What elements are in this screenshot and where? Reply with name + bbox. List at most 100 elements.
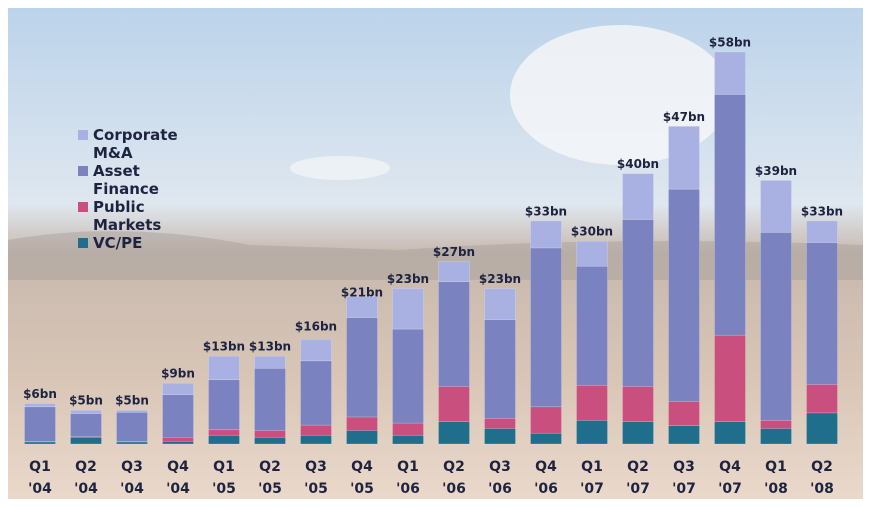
value-label: $47bn: [663, 110, 705, 124]
legend-item: Asset Finance: [78, 162, 188, 198]
value-label: $5bn: [115, 394, 149, 408]
x-tick-label: Q3: [121, 459, 143, 475]
bar-segment: [116, 441, 148, 445]
bar-segment: [484, 319, 516, 419]
bar-segment: [438, 281, 470, 387]
bar-segment: [438, 421, 470, 445]
x-tick-label: Q1: [581, 459, 603, 475]
legend-swatch: [78, 130, 88, 140]
legend-swatch: [78, 202, 88, 212]
bar-segment: [806, 384, 838, 414]
value-label: $23bn: [387, 272, 429, 286]
legend-label: VC/PE: [93, 234, 143, 252]
x-tick-label: Q1: [397, 459, 419, 475]
bar-segment: [162, 382, 194, 395]
bar-segment: [484, 288, 516, 320]
x-tick-label: Q3: [489, 459, 511, 475]
x-tick-label: Q4: [351, 459, 373, 475]
bar-segment: [530, 220, 562, 249]
value-label: $16bn: [295, 319, 337, 333]
bar-segment: [24, 403, 56, 408]
bar-segment: [254, 368, 286, 431]
value-label: $58bn: [709, 35, 751, 49]
x-tick-label: '08: [764, 481, 788, 497]
bar-segment: [760, 428, 792, 445]
value-label: $27bn: [433, 245, 475, 259]
x-tick-label: Q4: [167, 459, 189, 475]
bar-segment: [116, 409, 148, 413]
x-tick-label: '05: [350, 481, 374, 497]
x-tick-label: '07: [672, 481, 696, 497]
value-label: $33bn: [525, 204, 567, 218]
bar-segment: [576, 420, 608, 445]
legend-label: Corporate M&A: [93, 126, 178, 162]
value-label: $5bn: [69, 394, 103, 408]
bar-segment: [622, 421, 654, 445]
bar-segment: [254, 430, 286, 438]
bar-segment: [438, 386, 470, 422]
bar-segment: [668, 126, 700, 190]
bar-segment: [346, 430, 378, 445]
legend: Corporate M&A Asset Finance Public Markets…: [78, 126, 188, 252]
value-label: $39bn: [755, 164, 797, 178]
bar-segment: [392, 288, 424, 330]
bar-segment: [208, 434, 240, 445]
x-tick-label: '05: [304, 481, 328, 497]
bar-segment: [24, 406, 56, 442]
value-label: $30bn: [571, 225, 613, 239]
bar-segment: [530, 406, 562, 434]
value-label: $9bn: [161, 367, 195, 381]
value-label: $13bn: [249, 340, 291, 354]
legend-item: VC/PE: [78, 234, 188, 252]
x-tick-label: '07: [626, 481, 650, 497]
bar-segment: [668, 188, 700, 402]
bar-segment: [806, 242, 838, 385]
value-label: $23bn: [479, 272, 521, 286]
bar-segment: [392, 328, 424, 424]
x-tick-label: '05: [212, 481, 236, 497]
value-label: $40bn: [617, 157, 659, 171]
bar-segment: [760, 420, 792, 429]
x-tick-label: Q4: [719, 459, 741, 475]
x-tick-label: '04: [120, 481, 144, 497]
x-tick-label: '06: [396, 481, 420, 497]
bar-segment: [254, 355, 286, 369]
bar-segment: [70, 413, 102, 437]
bar-segment: [208, 379, 240, 431]
value-label: $33bn: [801, 204, 843, 218]
bar-segment: [714, 334, 746, 422]
bar-segment: [300, 424, 332, 436]
bar-segment: [346, 296, 378, 318]
bar-segment: [300, 360, 332, 426]
bar-segment: [438, 261, 470, 283]
bar-segment: [254, 436, 286, 445]
bar-segment: [576, 384, 608, 421]
bar-segment: [116, 411, 148, 442]
x-tick-label: Q1: [213, 459, 235, 475]
bar-segment: [70, 409, 102, 414]
bar-segment: [208, 355, 240, 381]
x-tick-label: Q3: [305, 459, 327, 475]
bar-segment: [300, 434, 332, 445]
bar-segment: [208, 429, 240, 436]
bar-segment: [806, 412, 838, 445]
legend-swatch: [78, 166, 88, 176]
bar-segment: [162, 436, 194, 442]
legend-label: Asset Finance: [93, 162, 159, 198]
x-tick-label: Q1: [29, 459, 51, 475]
bar-segment: [806, 220, 838, 243]
x-tick-label: Q2: [627, 459, 649, 475]
bar-segment: [346, 416, 378, 431]
x-tick-label: Q1: [765, 459, 787, 475]
bar-segment: [576, 265, 608, 386]
x-tick-label: '04: [74, 481, 98, 497]
value-label: $6bn: [23, 387, 57, 401]
value-label: $13bn: [203, 340, 245, 354]
bar-segment: [70, 436, 102, 445]
bar-segment: [484, 418, 516, 429]
bar-segment: [714, 94, 746, 336]
x-tick-label: Q2: [259, 459, 281, 475]
x-tick-label: '04: [28, 481, 52, 497]
